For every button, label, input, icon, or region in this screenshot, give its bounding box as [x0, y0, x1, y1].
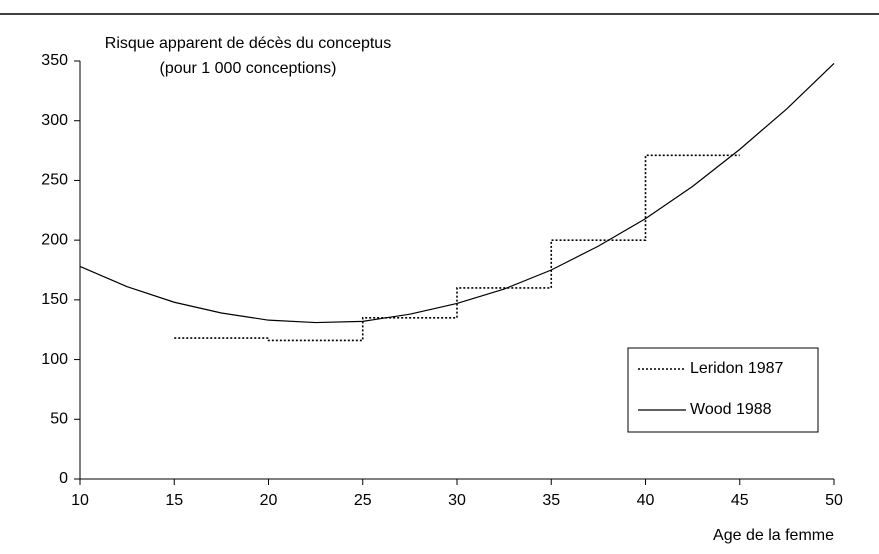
x-axis-label: Age de la femme: [713, 527, 834, 544]
y-tick-label: 0: [59, 470, 68, 487]
x-tick-label: 10: [71, 492, 89, 509]
x-tick-label: 45: [731, 492, 749, 509]
x-tick-label: 20: [260, 492, 278, 509]
y-tick-label: 150: [41, 291, 68, 308]
y-tick-label: 50: [50, 411, 68, 428]
y-tick-label: 250: [41, 172, 68, 189]
y-tick-label: 350: [41, 52, 68, 69]
chart-title: Risque apparent de décès du conceptus: [105, 35, 391, 52]
chart-title: (pour 1 000 conceptions): [160, 60, 337, 77]
y-tick-label: 200: [41, 231, 68, 248]
x-tick-label: 25: [354, 492, 372, 509]
x-tick-label: 50: [825, 492, 843, 509]
line-series: [174, 154, 740, 342]
x-tick-label: 35: [542, 492, 560, 509]
x-tick-label: 30: [448, 492, 466, 509]
y-tick-label: 100: [41, 351, 68, 368]
line-series: [79, 62, 835, 324]
x-tick-label: 15: [165, 492, 183, 509]
x-tick-label: 40: [637, 492, 655, 509]
legend-label: Wood 1988: [690, 401, 772, 418]
y-tick-label: 300: [41, 112, 68, 129]
legend-label: Leridon 1987: [690, 360, 784, 377]
legend-box: [627, 347, 819, 433]
